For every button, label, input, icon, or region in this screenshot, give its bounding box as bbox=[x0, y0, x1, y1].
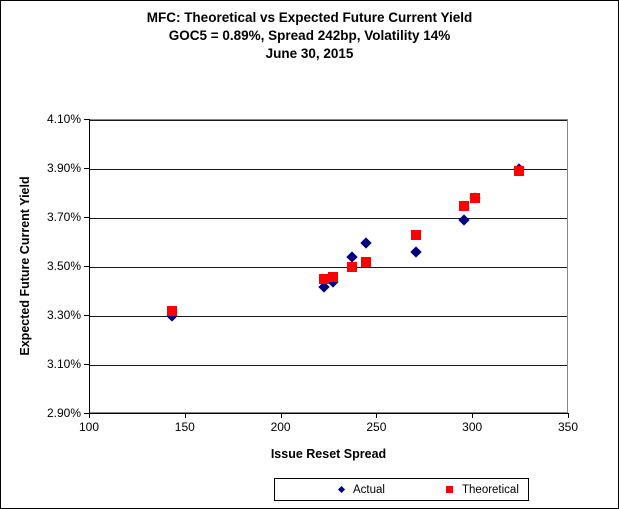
x-tick-label: 300 bbox=[462, 420, 483, 434]
legend: Actual Theoretical bbox=[274, 478, 529, 501]
y-tick-mark bbox=[84, 266, 89, 267]
x-axis-line bbox=[89, 413, 569, 414]
y-tick-mark bbox=[84, 315, 89, 316]
chart-subtitle: GOC5 = 0.89%, Spread 242bp, Volatility 1… bbox=[168, 28, 451, 43]
y-tick-label: 3.70% bbox=[46, 210, 81, 224]
data-point-theoretical bbox=[360, 257, 371, 268]
x-tick-label: 200 bbox=[270, 420, 291, 434]
chart-title-block: MFC: Theoretical vs Expected Future Curr… bbox=[1, 9, 618, 63]
x-tick-label: 350 bbox=[557, 420, 579, 434]
chart-title: MFC: Theoretical vs Expected Future Curr… bbox=[146, 10, 473, 25]
gridline-3.50% bbox=[90, 267, 567, 268]
x-tick-mark bbox=[89, 413, 90, 418]
y-tick-label: 4.10% bbox=[46, 112, 81, 126]
gridline-3.10% bbox=[90, 365, 567, 366]
data-point-theoretical bbox=[514, 166, 525, 177]
x-tick-mark bbox=[376, 413, 378, 418]
data-point-actual bbox=[360, 236, 372, 249]
y-axis-line bbox=[89, 119, 90, 414]
legend-label-actual: Actual bbox=[353, 483, 385, 496]
gridline-3.70% bbox=[90, 218, 567, 219]
y-tick-mark bbox=[84, 119, 89, 120]
y-tick-label: 3.30% bbox=[46, 308, 81, 322]
x-tick-mark bbox=[568, 413, 569, 418]
legend-item-theoretical: Theoretical bbox=[446, 479, 519, 500]
y-tick-mark bbox=[84, 413, 89, 414]
y-tick-label: 3.50% bbox=[46, 259, 81, 273]
y-axis-title: Expected Future Current Yield bbox=[18, 176, 32, 356]
data-point-theoretical bbox=[458, 200, 469, 211]
chart-date-line: June 30, 2015 bbox=[265, 46, 354, 61]
y-tick-mark bbox=[84, 168, 89, 169]
y-tick-label: 2.90% bbox=[46, 406, 81, 420]
x-tick-mark bbox=[472, 413, 474, 418]
gridline-3.30% bbox=[90, 316, 567, 317]
plot-area bbox=[89, 119, 568, 413]
actual-diamond-icon bbox=[337, 485, 346, 494]
y-tick-label: 3.90% bbox=[46, 161, 81, 175]
x-tick-mark bbox=[280, 413, 282, 418]
x-tick-mark bbox=[184, 413, 186, 418]
x-axis-title: Issue Reset Spread bbox=[270, 447, 387, 461]
gridline-3.90% bbox=[90, 169, 567, 170]
gridline-4.10% bbox=[90, 120, 567, 121]
data-point-actual bbox=[410, 246, 422, 258]
y-tick-label: 3.10% bbox=[46, 357, 81, 371]
x-tick-label: 100 bbox=[78, 420, 100, 434]
x-tick-label: 250 bbox=[366, 420, 387, 434]
legend-item-actual: Actual bbox=[337, 479, 385, 500]
data-point-theoretical bbox=[318, 274, 329, 285]
data-point-theoretical bbox=[167, 306, 178, 317]
data-point-theoretical bbox=[410, 230, 421, 241]
x-tick-label: 150 bbox=[174, 420, 195, 434]
data-point-theoretical bbox=[347, 262, 358, 272]
data-point-actual bbox=[457, 214, 470, 227]
y-tick-mark bbox=[84, 217, 89, 218]
data-point-theoretical bbox=[470, 193, 481, 204]
theoretical-square-icon bbox=[446, 486, 453, 493]
data-point-theoretical bbox=[328, 271, 339, 282]
legend-label-theoretical: Theoretical bbox=[462, 483, 519, 496]
y-tick-mark bbox=[84, 364, 89, 365]
